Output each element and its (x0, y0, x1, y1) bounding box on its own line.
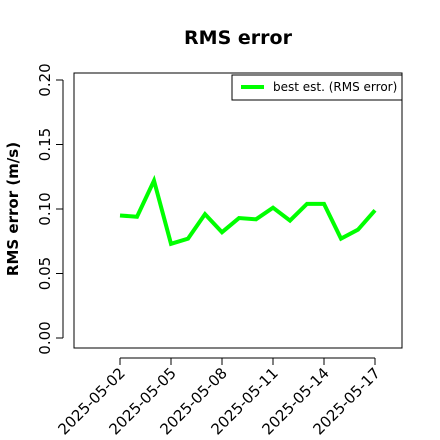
y-tick-label: 0.20 (36, 63, 54, 96)
legend: best est. (RMS error) (231, 74, 403, 101)
x-axis: 2025-05-022025-05-052025-05-082025-05-11… (54, 357, 384, 438)
chart-title: RMS error (184, 27, 293, 49)
y-tick-label: 0.10 (36, 192, 54, 225)
y-axis: 0.00 0.05 0.10 0.15 0.20 (36, 63, 64, 355)
y-tick-label: 0.05 (36, 257, 54, 290)
y-tick-label: 0.15 (36, 128, 54, 161)
series-line-best-est (119, 174, 377, 247)
series-layer (119, 174, 377, 247)
plot-area (73, 72, 403, 349)
y-tick-label: 0.00 (36, 321, 54, 354)
legend-label: best est. (RMS error) (273, 80, 397, 94)
y-axis-label: RMS error (m/s) (4, 142, 22, 276)
